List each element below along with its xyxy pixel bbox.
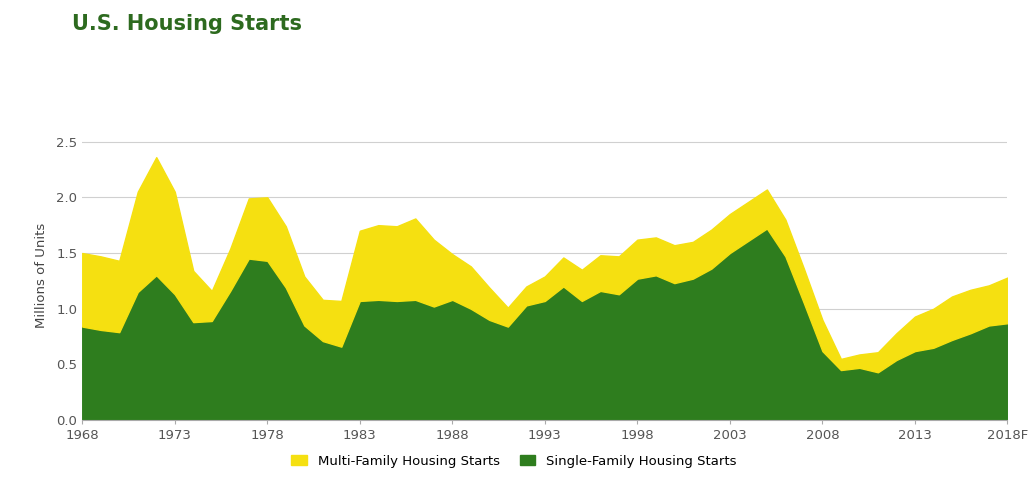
Text: U.S. Housing Starts: U.S. Housing Starts [72, 14, 302, 34]
Legend: Multi-Family Housing Starts, Single-Family Housing Starts: Multi-Family Housing Starts, Single-Fami… [288, 451, 740, 471]
Y-axis label: Millions of Units: Millions of Units [35, 223, 48, 328]
